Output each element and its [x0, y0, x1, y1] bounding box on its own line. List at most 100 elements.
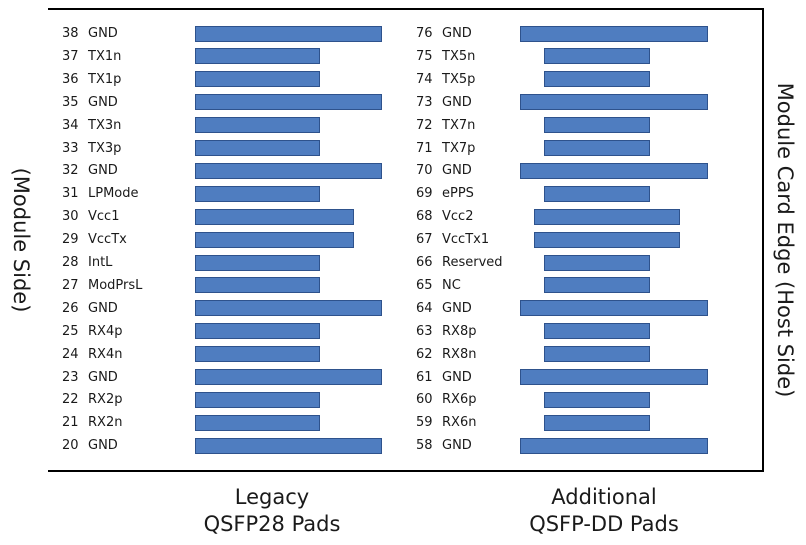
pin-label: 70 GND	[416, 159, 472, 182]
pin-number: 27	[62, 277, 79, 293]
pin-signal-name: TX7p	[442, 140, 476, 156]
pin-label: 31 LPMode	[62, 182, 139, 205]
contact-pad-short	[195, 117, 320, 134]
pin-signal-name: ModPrsL	[88, 277, 143, 293]
pin-label: 20 GND	[62, 434, 118, 457]
contact-pad-short	[544, 185, 650, 202]
pin-label: 23 GND	[62, 366, 118, 389]
pin-label: 38 GND	[62, 22, 118, 45]
contact-pad-short	[195, 346, 320, 363]
pin-number: 58	[416, 438, 433, 454]
pin-signal-name: Vcc1	[88, 209, 120, 225]
contact-pad-long	[195, 94, 382, 111]
pin-signal-name: VccTx1	[442, 232, 490, 248]
pin-signal-name: GND	[88, 163, 118, 179]
pin-signal-name: GND	[88, 94, 118, 110]
pin-signal-name: GND	[88, 300, 118, 316]
pin-label: 71 TX7p	[416, 137, 475, 160]
pin-signal-name: GND	[88, 369, 118, 385]
pin-number: 21	[62, 415, 79, 431]
pin-signal-name: TX1p	[88, 71, 122, 87]
pin-label: 21 RX2n	[62, 411, 122, 434]
contact-pad-short	[195, 323, 320, 340]
pin-signal-name: TX1n	[88, 48, 122, 64]
contact-pad-short	[544, 254, 650, 271]
pin-signal-name: RX2p	[88, 392, 123, 408]
contact-pad-medium	[195, 208, 354, 225]
pin-label: 74 TX5p	[416, 68, 475, 91]
pin-number: 20	[62, 438, 79, 454]
additional-caption-line2: QSFP-DD Pads	[529, 512, 679, 536]
pin-signal-name: GND	[442, 26, 472, 41]
contact-pad-long	[195, 437, 382, 454]
pin-number: 76	[416, 26, 433, 41]
pin-number: 35	[62, 94, 79, 110]
module-side-label: (Module Side)	[9, 167, 33, 313]
pin-number: 31	[62, 186, 79, 202]
pin-label: 36 TX1p	[62, 68, 121, 91]
contact-pad-short	[195, 277, 320, 294]
contact-pad-short	[195, 140, 320, 156]
pin-number: 73	[416, 94, 433, 110]
pin-signal-name: TX3p	[88, 140, 122, 156]
pin-number: 68	[416, 209, 433, 225]
legacy-caption: Legacy QSFP28 Pads	[204, 484, 341, 538]
additional-caption: Additional QSFP-DD Pads	[529, 484, 679, 538]
pin-number: 69	[416, 186, 433, 202]
pin-number: 65	[416, 277, 433, 293]
pin-number: 22	[62, 392, 79, 408]
pin-number: 64	[416, 300, 433, 316]
pin-label: 35 GND	[62, 91, 118, 114]
pin-signal-name: GND	[88, 438, 118, 454]
contact-pad-medium	[195, 231, 354, 248]
pin-signal-name: RX8n	[442, 346, 477, 362]
pin-label: 76 GND	[416, 22, 472, 45]
pin-number: 75	[416, 48, 433, 64]
contact-pad-short	[544, 48, 650, 65]
contact-pad-long	[520, 300, 708, 317]
contact-pad-short	[195, 254, 320, 271]
pin-number: 74	[416, 71, 433, 87]
contact-pad-short	[195, 391, 320, 408]
contact-pad-long	[195, 162, 382, 179]
pin-number: 33	[62, 140, 79, 156]
pin-signal-name: TX5p	[442, 71, 476, 87]
pin-signal-name: TX7n	[442, 117, 476, 133]
pin-label: 72 TX7n	[416, 114, 475, 137]
pin-number: 30	[62, 209, 79, 225]
contact-pad-long	[195, 369, 382, 385]
legacy-caption-line2: QSFP28 Pads	[203, 512, 341, 536]
pin-signal-name: RX4p	[88, 323, 123, 339]
pin-signal-name: RX2n	[88, 415, 123, 431]
pin-signal-name: VccTx	[88, 232, 127, 248]
pin-label: 32 GND	[62, 159, 118, 182]
pin-signal-name: Reserved	[442, 255, 503, 270]
pin-signal-name: RX4n	[88, 346, 123, 362]
pin-label: 60 RX6p	[416, 388, 476, 411]
pin-number: 36	[62, 71, 79, 87]
pin-number: 67	[416, 232, 433, 248]
contact-pad-short	[544, 71, 650, 88]
pin-signal-name: RX6n	[442, 415, 477, 431]
pin-signal-name: ePPS	[442, 186, 474, 202]
pin-label: 66 Reserved	[416, 251, 503, 274]
pin-label: 25 RX4p	[62, 320, 122, 343]
pin-label: 27 ModPrsL	[62, 274, 142, 297]
contact-pad-long	[520, 25, 708, 42]
pin-label: 64 GND	[416, 297, 472, 320]
pin-number: 38	[62, 26, 79, 41]
pin-number: 32	[62, 163, 79, 179]
contact-pad-short	[544, 346, 650, 363]
pin-number: 66	[416, 255, 433, 270]
pin-label: 69 ePPS	[416, 182, 474, 205]
pin-number: 63	[416, 323, 433, 339]
pin-number: 70	[416, 163, 433, 179]
pin-label: 61 GND	[416, 366, 472, 389]
contact-pad-short	[195, 71, 320, 88]
contact-pad-short	[544, 140, 650, 156]
pin-label: 29 VccTx	[62, 228, 127, 251]
contact-pad-long	[520, 162, 708, 179]
pin-number: 61	[416, 369, 433, 385]
pin-number: 60	[416, 392, 433, 408]
pin-label: 30 Vcc1	[62, 205, 119, 228]
